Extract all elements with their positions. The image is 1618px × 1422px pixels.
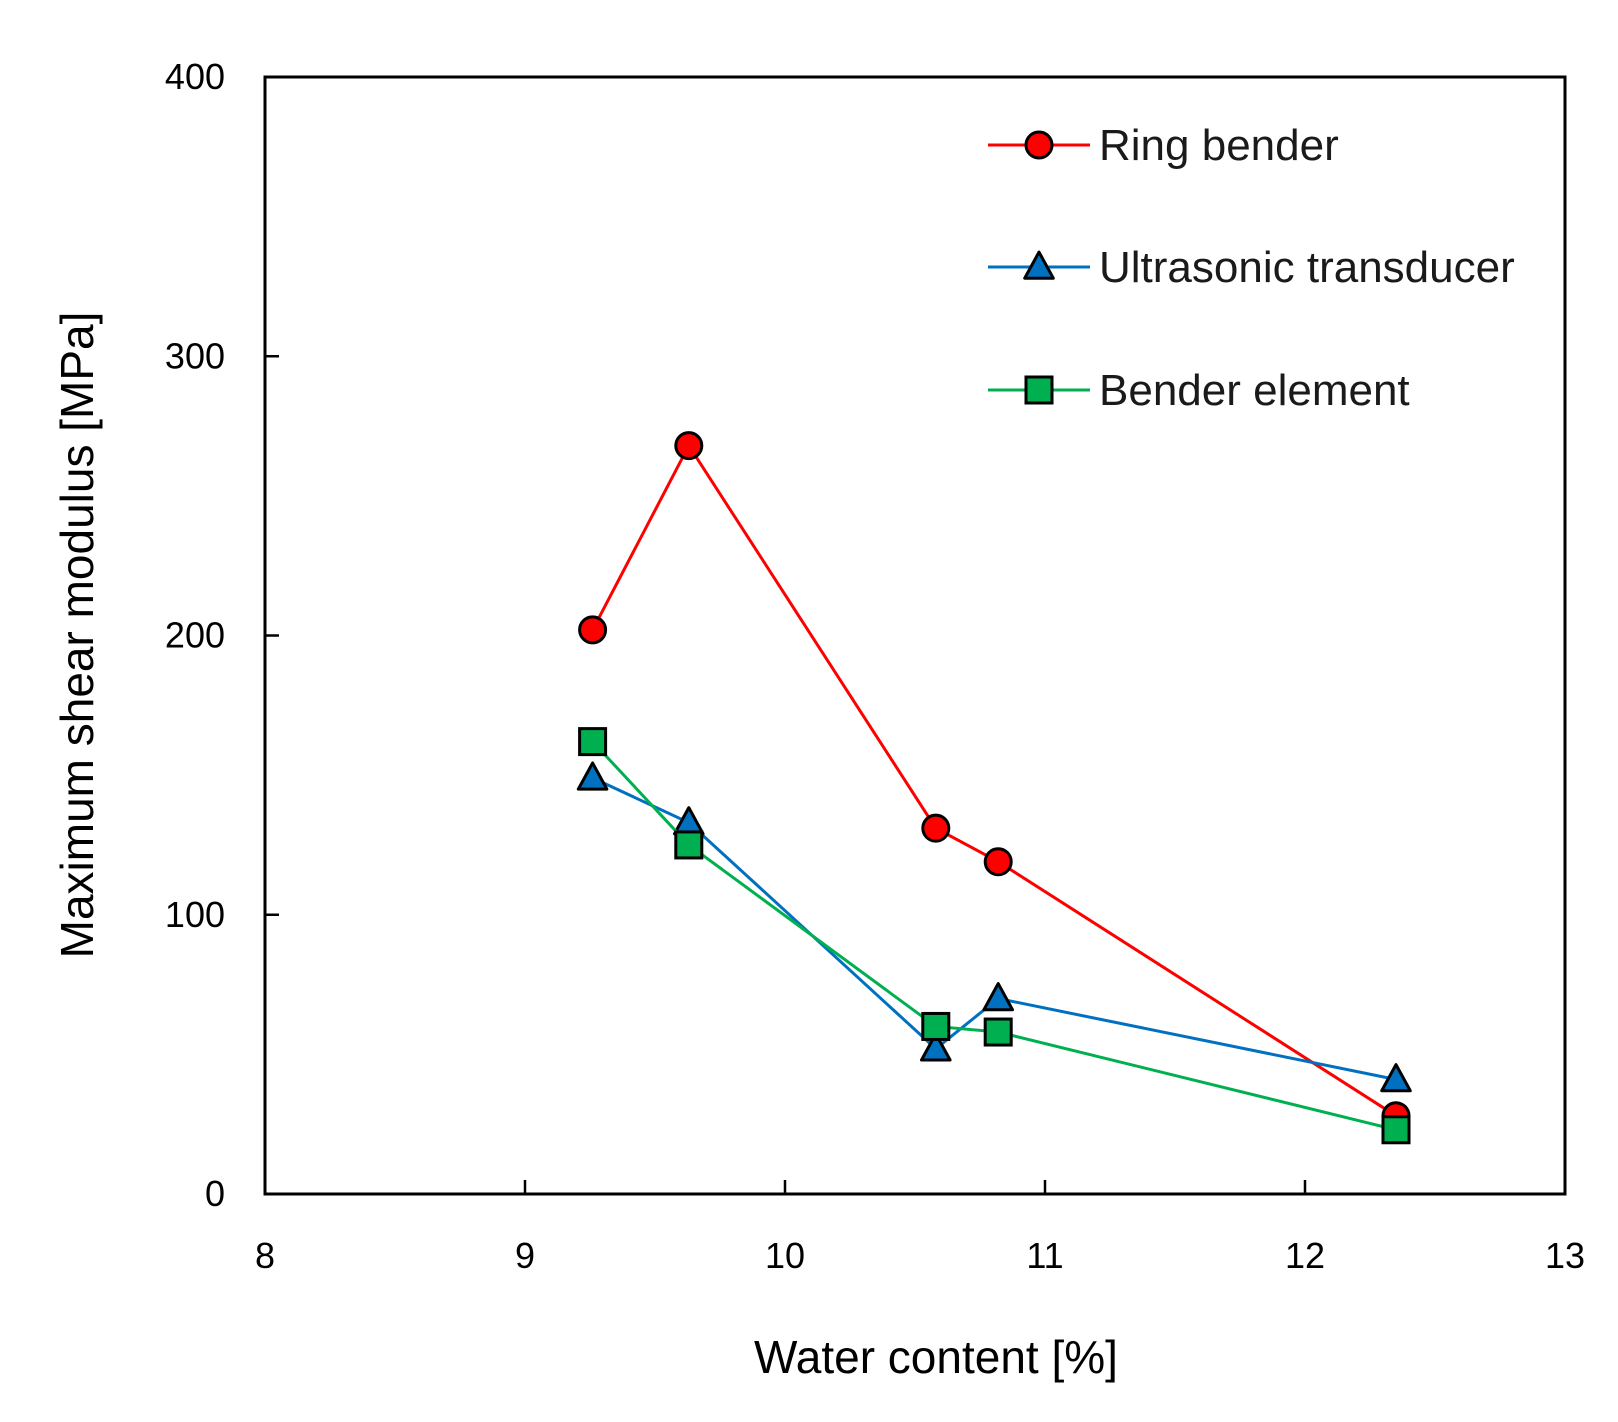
legend: Ring bender Ultrasonic transducer Bender e… — [988, 121, 1515, 415]
data-point-ring-bender — [921, 813, 951, 843]
data-point-bender-element — [674, 830, 704, 860]
series-layer — [576, 431, 1412, 1145]
data-point-ultrasonic-transducer — [576, 761, 609, 791]
data-point-ring-bender — [983, 847, 1013, 877]
data-point-ultrasonic-transducer — [982, 982, 1014, 1012]
data-point-ring-bender — [674, 431, 704, 461]
series-line-ring-bender — [591, 442, 1397, 1118]
y-tick-label: 100 — [165, 894, 225, 935]
legend-item-ring-bender: Ring bender — [988, 121, 1339, 170]
series-ultrasonic-transducer — [576, 761, 1412, 1093]
data-point-ultrasonic-transducer — [1380, 1063, 1412, 1093]
data-point-ring-bender — [578, 615, 608, 645]
series-bender-element — [578, 727, 1411, 1145]
legend-item-bender-element: Bender element — [988, 366, 1410, 415]
x-tick-label: 13 — [1545, 1235, 1585, 1276]
legend-label-bender-element: Bender element — [1099, 366, 1410, 415]
y-tick-label: 300 — [165, 335, 225, 376]
series-line-bender-element — [591, 740, 1397, 1132]
data-point-bender-element — [983, 1017, 1013, 1047]
data-point-bender-element — [921, 1011, 951, 1041]
x-tick-label: 12 — [1285, 1235, 1325, 1276]
x-axis: 8 9 10 11 12 13 — [255, 1180, 1585, 1276]
x-axis-title: Water content [%] — [754, 1331, 1118, 1383]
legend-item-ultrasonic-transducer: Ultrasonic transducer — [988, 243, 1515, 292]
y-tick-label: 400 — [165, 56, 225, 97]
legend-marker-ultrasonic-transducer — [1023, 250, 1055, 280]
x-tick-label: 11 — [1026, 1235, 1063, 1276]
x-tick-label: 10 — [765, 1235, 805, 1276]
y-tick-label: 0 — [205, 1173, 225, 1214]
data-point-bender-element — [578, 727, 608, 757]
y-axis: 0 100 200 300 400 — [165, 56, 279, 1214]
data-point-bender-element — [1381, 1115, 1411, 1145]
x-tick-label: 9 — [515, 1235, 535, 1276]
legend-label-ultrasonic-transducer: Ultrasonic transducer — [1099, 243, 1515, 292]
legend-marker-bender-element — [1024, 375, 1054, 405]
y-axis-title: Maximum shear modulus [MPa] — [51, 312, 103, 959]
legend-marker-ring-bender — [1024, 130, 1054, 160]
data-point-ultrasonic-transducer — [673, 806, 705, 836]
x-tick-label: 8 — [255, 1235, 275, 1276]
legend-label-ring-bender: Ring bender — [1099, 121, 1339, 170]
y-tick-label: 200 — [165, 615, 225, 656]
data-point-ultrasonic-transducer — [920, 1032, 952, 1062]
